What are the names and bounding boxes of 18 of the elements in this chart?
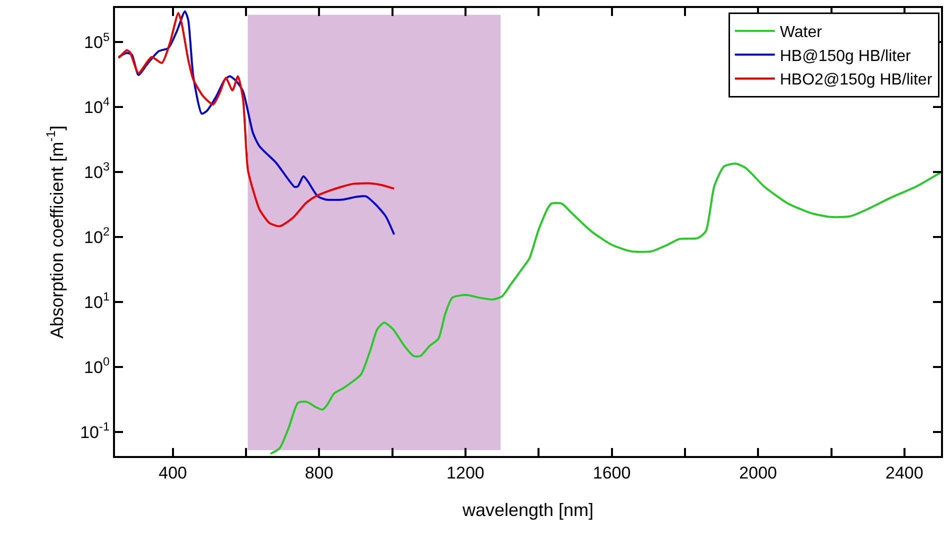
y-tick-label: 10$^{4}$	[84, 94, 110, 117]
line-series	[269, 162, 941, 455]
x-tick-label: 2000	[739, 463, 778, 482]
y-tick-label: 10$^{0}$	[84, 354, 110, 377]
x-axis-title: wavelength [nm]	[461, 500, 594, 520]
x-tick-label: 2400	[886, 463, 924, 482]
y-tick-label: 10$^{2}$	[84, 224, 110, 247]
x-tick-label: 1200	[446, 463, 484, 482]
legend-label: Water	[780, 24, 823, 42]
legend-label: HB@150g HB/liter	[780, 48, 912, 65]
legend-label: HBO2@150g HB/liter	[780, 72, 933, 89]
y-tick-label: 10$^{3}$	[84, 160, 110, 182]
x-tick-label: 800	[304, 463, 334, 482]
y-tick-label: 10$^{1}$	[84, 290, 110, 312]
x-tick-label: 400	[158, 463, 187, 482]
y-tick-label: 10$^{5}$	[84, 30, 110, 52]
y-tick-label: 10$^{-1}$	[80, 420, 110, 442]
x-tick-label: 1600	[592, 463, 631, 482]
